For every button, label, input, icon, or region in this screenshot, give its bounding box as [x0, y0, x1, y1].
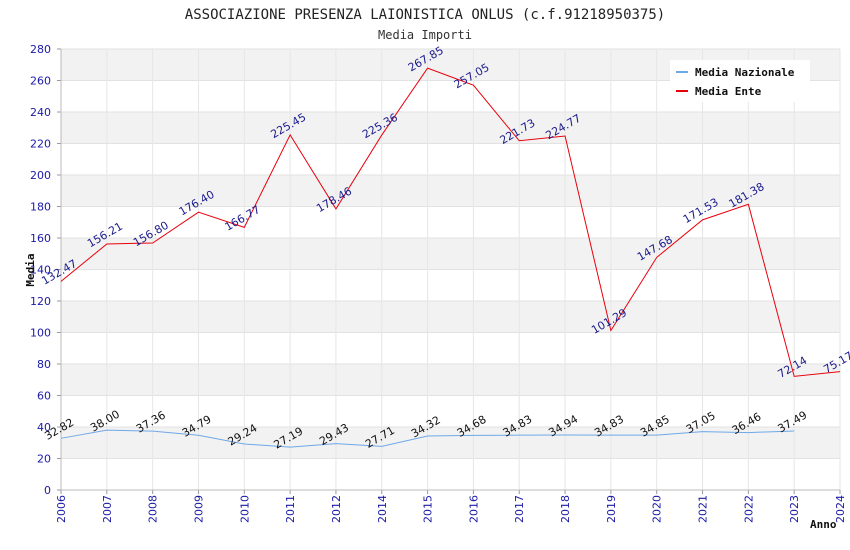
x-tick-label: 2008 — [147, 495, 160, 523]
x-tick-label: 2021 — [697, 495, 710, 523]
legend-label-media-ente: Media Ente — [695, 85, 762, 98]
axes — [60, 49, 840, 491]
x-tick-label: 2024 — [834, 495, 847, 523]
chart-subtitle: Media Importi — [378, 28, 472, 42]
x-tick-label: 2020 — [651, 495, 664, 523]
legend-label-media-nazionale: Media Nazionale — [695, 66, 795, 79]
y-tick-label: 240 — [30, 106, 51, 119]
x-tick-label: 2012 — [330, 495, 343, 523]
y-tick-label: 140 — [30, 264, 51, 277]
x-tick-labels: 2006 2007 2008 2009 2010 2011 2012 2014 2015 2016… — [55, 495, 847, 523]
y-tick-label: 0 — [44, 484, 51, 497]
grid-band — [61, 175, 840, 207]
y-tick-label: 100 — [30, 327, 51, 340]
y-axis-title: Media — [24, 253, 37, 286]
y-tick-label: 120 — [30, 295, 51, 308]
y-tick-label: 200 — [30, 169, 51, 182]
x-axis-title: Anno — [810, 518, 837, 531]
x-tick-label: 2006 — [55, 495, 68, 523]
legend: Media Nazionale Media Ente — [670, 60, 810, 102]
x-tick-label: 2022 — [742, 495, 755, 523]
x-tick-label: 2018 — [559, 495, 572, 523]
plot-bands — [61, 49, 840, 459]
data-label-media-ente: 132.47 — [39, 257, 79, 288]
grid-band — [61, 112, 840, 144]
legend-box — [670, 60, 810, 102]
series-line-media-ente — [60, 67, 841, 377]
chart-title: ASSOCIAZIONE PRESENZA LAIONISTICA ONLUS … — [185, 7, 665, 23]
series-lines — [60, 67, 841, 448]
x-tick-label: 2010 — [238, 495, 251, 523]
y-tick-label: 260 — [30, 75, 51, 88]
y-tick-labels: 0 20 40 60 80 100 120 140 160 180 200 220 240 260 280 — [30, 43, 51, 497]
x-tick-label: 2017 — [513, 495, 526, 523]
grid-band — [61, 301, 840, 333]
x-tick-label: 2023 — [788, 495, 801, 523]
series-line-media-nazionale — [60, 429, 795, 448]
x-tick-label: 2019 — [605, 495, 618, 523]
data-label-media-ente: 166.77 — [223, 203, 263, 234]
y-tick-label: 40 — [37, 421, 51, 434]
y-tick-label: 280 — [30, 43, 51, 56]
x-tick-label: 2011 — [284, 495, 297, 523]
x-tick-label: 2009 — [192, 495, 205, 523]
grid-band — [61, 238, 840, 270]
grid-band — [61, 364, 840, 396]
x-tick-label: 2014 — [376, 495, 389, 523]
gridlines — [57, 48, 841, 494]
y-tick-label: 220 — [30, 138, 51, 151]
x-tick-label: 2015 — [422, 495, 435, 523]
y-tick-label: 20 — [37, 453, 51, 466]
x-tick-label: 2016 — [467, 495, 480, 523]
y-tick-label: 60 — [37, 390, 51, 403]
y-tick-label: 180 — [30, 201, 51, 214]
y-tick-label: 160 — [30, 232, 51, 245]
x-tick-label: 2007 — [101, 495, 114, 523]
y-tick-label: 80 — [37, 358, 51, 371]
